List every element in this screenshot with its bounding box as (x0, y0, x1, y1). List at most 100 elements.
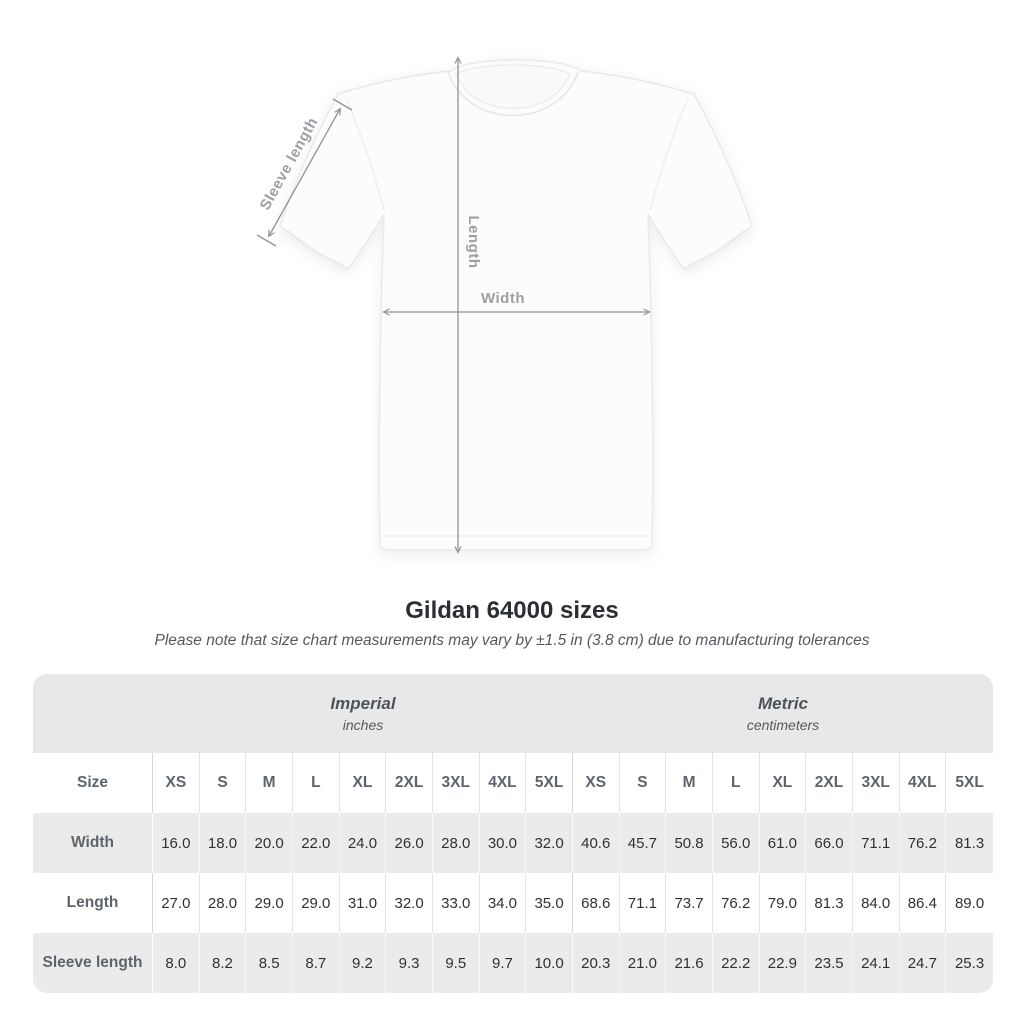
imperial-value-cell: 20.0 (246, 813, 293, 873)
metric-value-cell: 22.2 (712, 933, 760, 993)
length-label: Length (465, 216, 482, 269)
size-col-header-imperial: XL (339, 753, 387, 813)
metric-value-cell: 56.0 (712, 813, 760, 873)
size-col-header-metric: 4XL (899, 753, 947, 813)
imperial-value-cell: 22.0 (292, 813, 340, 873)
imperial-group-unit: inches (342, 717, 384, 733)
metric-value-cell: 66.0 (806, 813, 853, 873)
imperial-value-cell: 8.5 (246, 933, 293, 993)
size-col-header-imperial: XS (153, 753, 200, 813)
measurement-row: Length 27.0 28.0 29.0 29.0 31.0 32.0 33.0 34.0 35… (33, 873, 993, 933)
imperial-value-cell: 28.0 (199, 873, 247, 933)
metric-value-cell: 45.7 (619, 813, 667, 873)
imperial-value-cell: 9.5 (432, 933, 480, 993)
size-col-header-metric: 3XL (852, 753, 900, 813)
unit-group-header: Imperial inches Metric centimeters (33, 674, 993, 753)
imperial-value-cell: 32.0 (386, 873, 433, 933)
metric-value-cell: 71.1 (852, 813, 900, 873)
row-label: Length (33, 873, 153, 933)
metric-value-cell: 89.0 (946, 873, 993, 933)
imperial-value-cell: 34.0 (479, 873, 527, 933)
imperial-value-cell: 8.0 (153, 933, 200, 993)
imperial-value-cell: 31.0 (339, 873, 387, 933)
metric-value-cell: 86.4 (899, 873, 947, 933)
size-col-header-imperial: M (246, 753, 293, 813)
imperial-value-cell: 9.7 (479, 933, 527, 993)
size-col-header-metric: 5XL (946, 753, 993, 813)
row-label: Width (33, 813, 153, 873)
size-header-row: Size XS S M L XL 2XL 3XL 4XL 5XL XS S M L XL 2XL 3XL 4XL 5… (33, 753, 993, 813)
tolerance-note: Please note that size chart measurements… (154, 632, 870, 649)
size-column-header: Size (33, 753, 153, 813)
metric-value-cell: 81.3 (806, 873, 853, 933)
metric-value-cell: 25.3 (946, 933, 993, 993)
row-label: Sleeve length (33, 933, 153, 993)
tshirt-diagram: Length Width Sleeve length (256, 56, 753, 554)
metric-value-cell: 40.6 (572, 813, 620, 873)
size-col-header-imperial: 5XL (526, 753, 573, 813)
metric-value-cell: 50.8 (666, 813, 713, 873)
metric-value-cell: 79.0 (759, 873, 807, 933)
sleeve-length-arrow (268, 107, 341, 238)
imperial-value-cell: 18.0 (199, 813, 247, 873)
measurement-row: Width 16.0 18.0 20.0 22.0 24.0 26.0 28.0 30.0 32.… (33, 813, 993, 873)
imperial-value-cell: 28.0 (432, 813, 480, 873)
imperial-value-cell: 10.0 (526, 933, 573, 993)
right-sleeve-hem (687, 229, 745, 266)
measurement-row: Sleeve length 8.0 8.2 8.5 8.7 9.2 9.3 9.5 9.7 10.… (33, 933, 993, 993)
imperial-value-cell: 9.3 (386, 933, 433, 993)
metric-group-header: Metric centimeters (573, 674, 993, 753)
size-col-header-metric: M (666, 753, 713, 813)
metric-value-cell: 73.7 (666, 873, 713, 933)
imperial-group-header: Imperial inches (153, 674, 573, 753)
imperial-value-cell: 8.2 (199, 933, 247, 993)
metric-value-cell: 21.6 (666, 933, 713, 993)
imperial-value-cell: 9.2 (339, 933, 387, 993)
metric-value-cell: 22.9 (759, 933, 807, 993)
sleeve-arrow-end-tick-bottom (256, 234, 277, 247)
imperial-value-cell: 24.0 (339, 813, 387, 873)
metric-value-cell: 21.0 (619, 933, 667, 993)
metric-group-unit: centimeters (746, 717, 820, 733)
metric-group-title: Metric (757, 694, 809, 713)
size-col-header-metric: XS (572, 753, 620, 813)
metric-value-cell: 61.0 (759, 813, 807, 873)
metric-value-cell: 24.1 (852, 933, 900, 993)
imperial-value-cell: 16.0 (153, 813, 200, 873)
metric-value-cell: 23.5 (806, 933, 853, 993)
imperial-value-cell: 27.0 (153, 873, 200, 933)
collar-opening (455, 64, 571, 110)
size-col-header-imperial: 2XL (386, 753, 433, 813)
metric-value-cell: 76.2 (712, 873, 760, 933)
imperial-value-cell: 8.7 (292, 933, 340, 993)
size-measurements-table: Size XS S M L XL 2XL 3XL 4XL 5XL XS S M L XL 2XL 3XL 4XL 5… (33, 753, 993, 993)
imperial-group-title: Imperial (330, 694, 396, 713)
size-col-header-imperial: 4XL (479, 753, 527, 813)
metric-value-cell: 20.3 (572, 933, 620, 993)
imperial-value-cell: 29.0 (246, 873, 293, 933)
imperial-value-cell: 35.0 (526, 873, 573, 933)
tshirt-shape (279, 59, 753, 551)
metric-value-cell: 24.7 (899, 933, 947, 993)
metric-value-cell: 71.1 (619, 873, 667, 933)
metric-value-cell: 76.2 (899, 813, 947, 873)
size-col-header-metric: 2XL (806, 753, 853, 813)
size-col-header-metric: L (712, 753, 760, 813)
sleeve-arrow-end-tick-top (332, 98, 353, 111)
metric-value-cell: 81.3 (946, 813, 993, 873)
page-title: Gildan 64000 sizes (405, 597, 619, 624)
size-col-header-metric: XL (759, 753, 807, 813)
metric-value-cell: 84.0 (852, 873, 900, 933)
size-col-header-metric: S (619, 753, 667, 813)
right-sleeve-seam (649, 97, 689, 211)
imperial-value-cell: 26.0 (386, 813, 433, 873)
imperial-value-cell: 30.0 (479, 813, 527, 873)
metric-value-cell: 68.6 (572, 873, 620, 933)
imperial-value-cell: 29.0 (292, 873, 340, 933)
width-label: Width (481, 290, 525, 307)
imperial-value-cell: 33.0 (432, 873, 480, 933)
size-col-header-imperial: S (199, 753, 247, 813)
size-col-header-imperial: 3XL (432, 753, 480, 813)
size-col-header-imperial: L (292, 753, 340, 813)
imperial-value-cell: 32.0 (526, 813, 573, 873)
